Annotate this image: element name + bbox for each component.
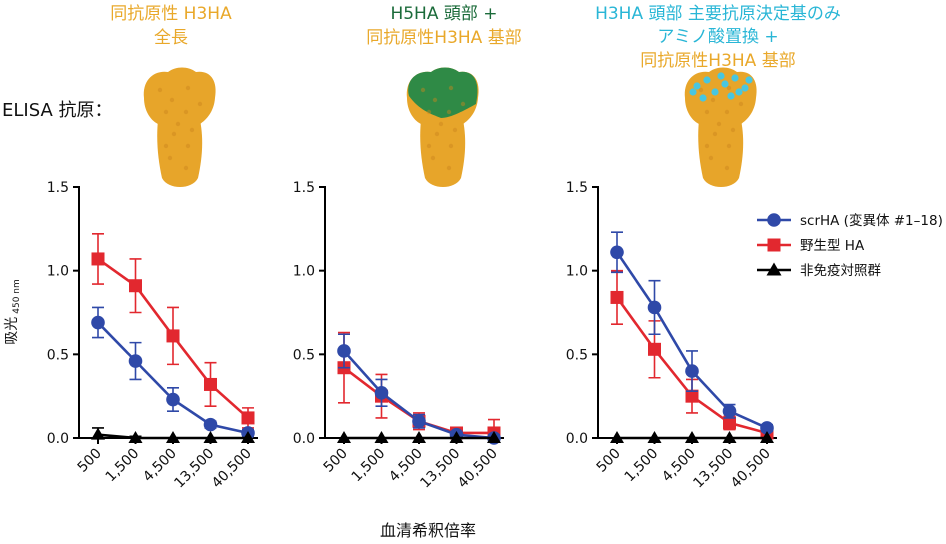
data-point <box>449 431 464 443</box>
data-point <box>91 427 105 440</box>
data-point <box>610 290 624 304</box>
data-point <box>91 252 105 266</box>
protein-structures <box>143 67 757 187</box>
panel-titles: 同抗原性 H3HA 全長 H5HA 頭部 + 同抗原性H3HA 基部 H3HA 頭部 主… <box>110 4 841 71</box>
y-tick-label: 1.0 <box>293 264 315 280</box>
panel-3-title-line-1: H3HA 頭部 主要抗原決定基のみ <box>595 4 841 24</box>
data-point <box>374 431 389 443</box>
legend-label: 非免疫対照群 <box>800 263 881 279</box>
data-point <box>166 431 180 443</box>
data-point <box>723 416 736 430</box>
series-triangle <box>610 431 774 443</box>
data-point <box>722 404 737 419</box>
data-point <box>337 431 351 443</box>
y-tick-label: 1.5 <box>293 180 315 196</box>
x-tick-label: 40,500 <box>728 446 774 492</box>
y-tick-label: 1.0 <box>47 264 69 280</box>
data-point <box>166 329 180 343</box>
x-tick-label: 1,500 <box>349 446 389 486</box>
data-point <box>412 414 426 429</box>
data-point <box>648 342 661 356</box>
data-point <box>685 389 699 403</box>
legend-label: 野生型 HA <box>800 238 865 254</box>
data-point <box>685 364 699 378</box>
data-point <box>241 411 255 425</box>
data-point <box>610 431 624 443</box>
x-tick-label: 1,500 <box>622 446 662 486</box>
protein-green-head-icon <box>406 67 479 187</box>
data-point <box>647 431 662 443</box>
charts: 0.00.51.01.55001,5004,50013,50040,5000.0… <box>4 180 777 491</box>
y-tick-label: 0.5 <box>47 347 69 363</box>
data-point <box>204 377 217 391</box>
x-tick-label: 500 <box>75 446 105 476</box>
series-circle <box>337 333 501 445</box>
series-triangle <box>337 431 501 443</box>
y-axis-label: 吸光450 nm <box>4 279 22 345</box>
y-tick-label: 0.5 <box>566 347 588 363</box>
legend-item-circle: scrHA (変異体 #1–18) <box>757 212 943 229</box>
data-point <box>128 354 143 368</box>
protein-full-orange-icon <box>143 67 216 187</box>
legend-item-square: 野生型 HA <box>757 238 865 254</box>
y-tick-label: 0.5 <box>293 347 315 363</box>
y-tick-label: 1.5 <box>566 180 588 196</box>
y-axis-label-text: 吸光450 nm <box>4 279 22 345</box>
data-point <box>374 386 389 400</box>
x-tick-label: 500 <box>594 446 624 476</box>
y-tick-label: 0.0 <box>566 431 588 447</box>
data-point <box>760 421 774 435</box>
y-tick-label: 0.0 <box>293 431 315 447</box>
series-circle <box>91 306 255 440</box>
data-point <box>760 431 774 443</box>
data-point <box>128 431 143 443</box>
data-point <box>412 431 426 443</box>
legend-item-triangle: 非免疫対照群 <box>757 262 881 279</box>
x-tick-label: 40,500 <box>455 446 501 492</box>
panel-2-title-line-2: 同抗原性H3HA 基部 <box>366 28 521 48</box>
data-point <box>610 245 624 260</box>
panel-1-title-line-1: 同抗原性 H3HA <box>110 4 232 24</box>
data-point <box>203 431 218 443</box>
data-point <box>166 392 180 407</box>
x-tick-label: 13,500 <box>171 446 217 492</box>
series-triangle <box>91 427 255 443</box>
y-tick-label: 1.5 <box>47 180 69 196</box>
elisa-antigen-label: ELISA 抗原： <box>2 100 113 121</box>
y-tick-label: 1.0 <box>566 264 588 280</box>
legend-label: scrHA (変異体 #1–18) <box>800 212 943 229</box>
data-point <box>685 431 699 443</box>
data-point <box>647 300 662 315</box>
y-tick-label: 0.0 <box>47 431 69 447</box>
panel-2-title-line-1: H5HA 頭部 + <box>390 4 497 24</box>
panel-1-title-line-2: 全長 <box>154 28 188 48</box>
data-point <box>722 431 737 443</box>
legend-marker <box>767 238 781 252</box>
series-circle <box>610 231 774 435</box>
x-tick-label: 13,500 <box>417 446 463 492</box>
legend-marker <box>767 213 781 227</box>
legend: scrHA (変異体 #1–18) 野生型 HA 非免疫対照群 <box>757 212 943 279</box>
protein-cyan-epitope-icon <box>684 67 757 187</box>
x-tick-label: 1,500 <box>103 446 143 486</box>
data-point <box>487 431 501 443</box>
data-point <box>129 279 142 293</box>
x-tick-label: 13,500 <box>690 446 736 492</box>
data-point <box>91 315 105 330</box>
data-point <box>241 431 255 443</box>
series-square <box>91 233 255 429</box>
panel-3-title-line-2: アミノ酸置換 + <box>657 27 778 47</box>
x-tick-label: 40,500 <box>209 446 255 492</box>
legend-marker <box>766 262 782 276</box>
x-tick-label: 500 <box>321 446 351 476</box>
series-square <box>610 269 774 440</box>
x-axis-label: 血清希釈倍率 <box>380 521 476 540</box>
panel-3-title-line-3: 同抗原性H3HA 基部 <box>640 51 795 71</box>
data-point <box>337 344 351 358</box>
data-point <box>203 417 218 432</box>
